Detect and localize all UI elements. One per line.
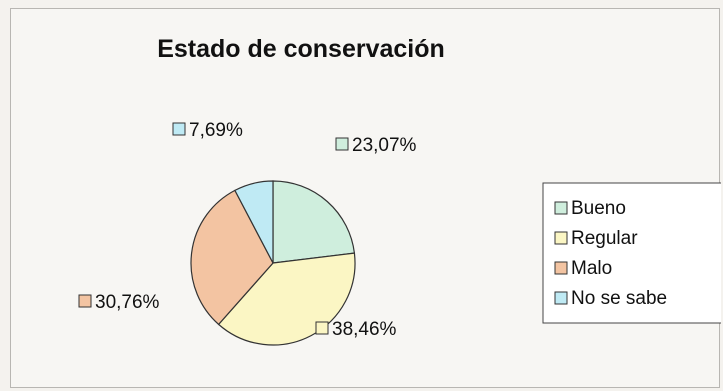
data-label-malo: 30,76%: [95, 292, 160, 313]
legend-swatch-malo: [554, 261, 568, 275]
pie-slice-malo: [190, 189, 274, 326]
pie-slice-no-se-sabe: [234, 180, 274, 264]
legend-label-regular: Regular: [571, 228, 638, 249]
pie-chart: Estado de conservación 23,07% 38,46% 30,76…: [78, 35, 721, 346]
data-label-regular: 38,46%: [332, 319, 397, 340]
data-label-swatch: [78, 294, 92, 308]
legend-swatch-regular: [554, 231, 568, 245]
data-label-swatch: [172, 122, 186, 136]
legend-swatch-bueno: [554, 201, 568, 215]
data-label-bueno: 23,07%: [352, 135, 417, 156]
data-label-swatch: [315, 321, 329, 335]
legend-label-no-se-sabe: No se sabe: [571, 288, 667, 309]
legend: Bueno Regular Malo No se sabe: [542, 182, 721, 324]
pie-slice-bueno: [272, 180, 356, 264]
chart-title: Estado de conservación: [157, 35, 445, 63]
pie-slices: [190, 180, 356, 346]
data-label-swatch: [335, 137, 349, 151]
data-label-no-se-sabe: 7,69%: [189, 120, 243, 141]
legend-swatch-no-se-sabe: [554, 291, 568, 305]
chart-frame: Estado de conservación 23,07% 38,46% 30,76…: [10, 8, 721, 388]
legend-label-bueno: Bueno: [571, 198, 626, 219]
legend-box: [542, 182, 721, 324]
legend-label-malo: Malo: [571, 258, 612, 279]
data-labels: 23,07% 38,46% 30,76% 7,69%: [78, 120, 417, 340]
